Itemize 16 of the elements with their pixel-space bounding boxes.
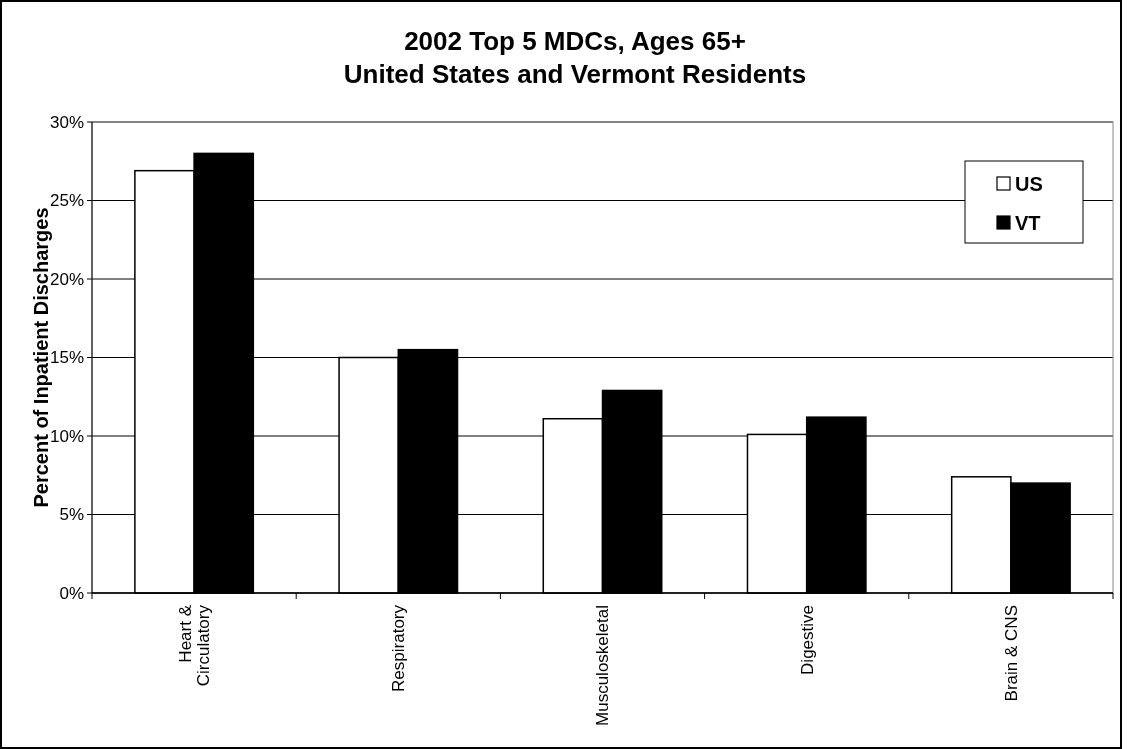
chart-title: 2002 Top 5 MDCs, Ages 65+ United States and Vermont Residents <box>343 26 807 89</box>
y-tick-label: 30% <box>49 112 84 132</box>
x-tick-label: Digestive <box>797 605 817 675</box>
x-tick-label: Respiratory <box>389 604 409 692</box>
x-tick-label: Heart & Circulatory <box>175 604 214 687</box>
y-tick-label: 10% <box>49 426 84 446</box>
x-tick-label: Brain & CNS <box>1001 605 1021 702</box>
y-tick-label: 15% <box>49 348 84 368</box>
legend-label: VT <box>1015 212 1041 234</box>
y-tick-label: 25% <box>49 191 84 211</box>
y-tick-label: 5% <box>59 505 84 525</box>
x-tick-label: Musculoskeletal <box>593 605 613 726</box>
y-axis-title: Percent of Inpatient Discharges <box>30 207 52 508</box>
y-tick-label: 0% <box>59 583 84 603</box>
legend-label: US <box>1015 173 1043 195</box>
y-tick-label: 20% <box>49 269 84 289</box>
